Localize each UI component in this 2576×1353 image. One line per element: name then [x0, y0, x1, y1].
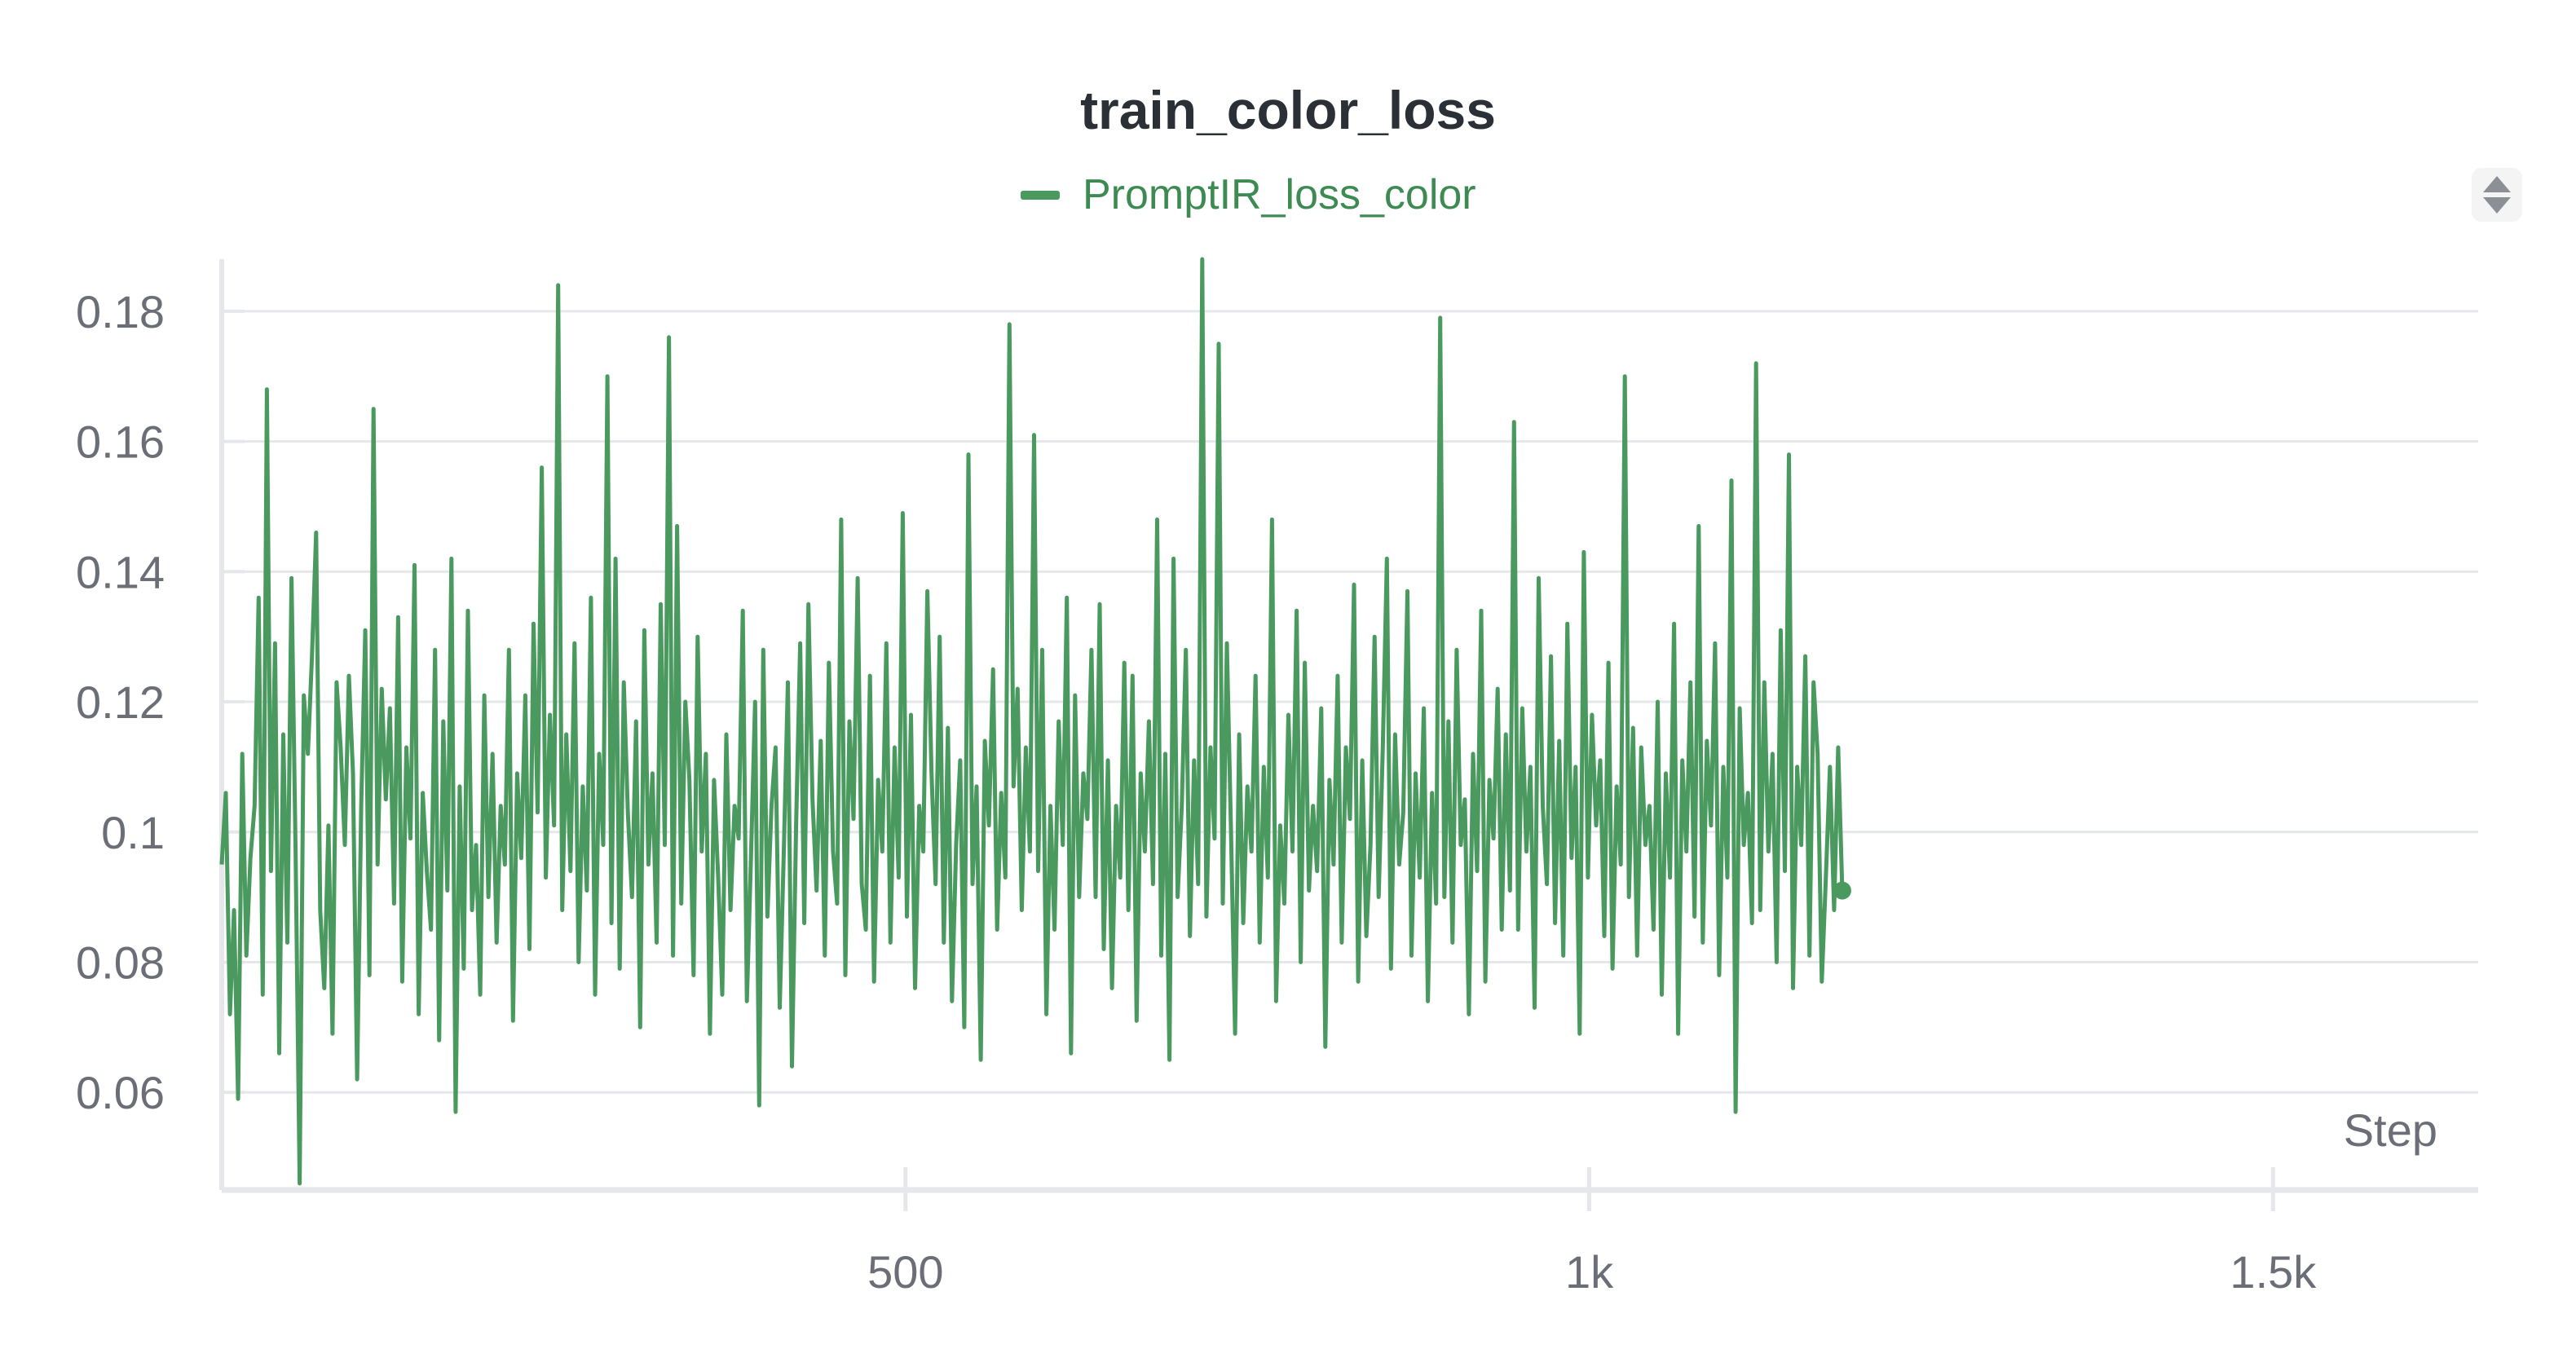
x-tick-label: 1k: [1565, 1246, 1614, 1298]
y-tick-label: 0.1: [101, 807, 165, 858]
sort-arrows-icon[interactable]: [2472, 168, 2522, 222]
series-end-point: [1833, 882, 1851, 900]
x-tick-label: 500: [867, 1246, 943, 1298]
x-axis-title: Step: [2344, 1104, 2437, 1156]
y-tick-label: 0.12: [76, 676, 165, 728]
legend-swatch: [1021, 191, 1060, 200]
y-tick-label: 0.18: [76, 286, 165, 337]
x-tick-label: 1.5k: [2230, 1246, 2317, 1298]
series-layer: [222, 259, 1851, 1183]
legend-label: PromptIR_loss_color: [1083, 171, 1476, 218]
y-tick-label: 0.08: [76, 937, 165, 988]
y-tick-label: 0.16: [76, 416, 165, 468]
y-tick-label: 0.14: [76, 546, 165, 597]
series-line: [222, 259, 1842, 1183]
chart-title: train_color_loss: [1080, 80, 1496, 140]
y-tick-label: 0.06: [76, 1067, 165, 1118]
legend[interactable]: PromptIR_loss_color: [1021, 171, 1476, 218]
